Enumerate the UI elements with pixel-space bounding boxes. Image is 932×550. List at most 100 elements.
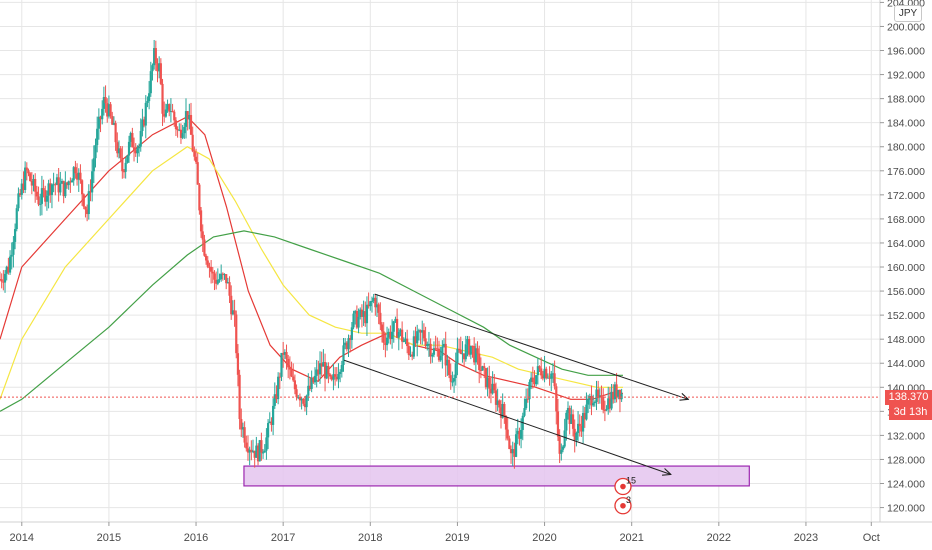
candle-body (347, 338, 350, 350)
candle-body (374, 297, 377, 308)
candle-body (94, 145, 97, 159)
candle-body (5, 266, 8, 274)
candle-body (380, 324, 384, 332)
candle-body (550, 373, 553, 379)
candle-body (203, 239, 206, 256)
candle-body (369, 301, 372, 307)
candle-body (568, 407, 571, 424)
candle-body (545, 368, 548, 378)
candle-body (194, 156, 198, 163)
candle-body (447, 359, 451, 376)
candle-body (501, 403, 504, 418)
candle-body (119, 148, 122, 158)
candle-body (416, 331, 419, 344)
candle-body (396, 318, 399, 338)
candle-body (459, 349, 462, 354)
candle-body (526, 398, 529, 400)
candle-body (421, 330, 424, 333)
candle-body (593, 401, 596, 404)
candle-body (24, 167, 27, 190)
price-axis-label: 180.000 (887, 142, 925, 154)
candle-body (260, 440, 263, 453)
candle-body (506, 429, 509, 439)
candle-body (199, 210, 203, 232)
price-axis-label: 168.000 (887, 214, 925, 226)
candle-body (258, 440, 261, 462)
candle-body (96, 128, 99, 146)
price-axis-label: 204.000 (887, 0, 925, 9)
candle-body (389, 331, 392, 340)
current-price-badge: 138.370 (885, 390, 932, 405)
candle-body (464, 344, 467, 360)
candle-body (136, 148, 139, 154)
candle-body (189, 115, 193, 135)
candle-body (44, 190, 47, 202)
candle-body (570, 414, 573, 424)
price-axis-label: 196.000 (887, 46, 925, 58)
candle-body (158, 63, 161, 72)
candle-body (307, 385, 310, 396)
candle-body (354, 310, 357, 314)
bar-countdown-badge: 3d 13h (889, 405, 932, 420)
candle-body (600, 395, 603, 397)
candle-body (201, 231, 204, 240)
candle-body (60, 180, 64, 184)
candle-body (122, 171, 126, 173)
candle-body (452, 378, 456, 382)
candle-body (340, 364, 343, 372)
candle-body (37, 196, 40, 205)
candle-body (444, 343, 447, 366)
candle-body (317, 369, 320, 375)
candle-body (312, 377, 315, 383)
time-axis-label: 2023 (794, 532, 818, 544)
candle-body (484, 368, 488, 388)
candle-body (246, 448, 250, 453)
candle-body (49, 183, 52, 196)
candle-body (282, 352, 285, 355)
candle-body (479, 370, 482, 372)
candle-body (399, 329, 402, 333)
candle-body (12, 241, 15, 255)
price-axis-label: 184.000 (887, 118, 925, 130)
event-marker-count: 15 (626, 476, 636, 486)
candle-body (313, 375, 317, 383)
candle-body (148, 93, 151, 102)
candle-body (206, 260, 209, 267)
candle-body (335, 376, 338, 380)
candle-body (437, 348, 441, 361)
candle-body (603, 409, 606, 411)
candle-body (310, 377, 313, 389)
candle-body (67, 181, 70, 186)
trend-line-1 (374, 293, 689, 399)
candle-body (608, 398, 612, 409)
candle-body (8, 256, 12, 273)
event-marker-dot (620, 502, 626, 509)
candle-body (365, 304, 369, 324)
candle-body (47, 183, 50, 196)
candle-body (519, 429, 523, 439)
candle-body (610, 391, 613, 409)
candle-body (483, 366, 486, 369)
candle-body (29, 173, 32, 181)
candle-body (79, 172, 82, 181)
candle-body (613, 384, 617, 400)
candle-body (221, 273, 224, 275)
event-marker-count: 3 (626, 495, 631, 505)
candle-body (34, 178, 37, 192)
candle-body (104, 97, 107, 104)
candle-body (164, 109, 167, 117)
candle-body (22, 183, 25, 190)
candle-body (101, 108, 104, 120)
candle-body (595, 389, 598, 402)
price-axis-label: 132.000 (887, 430, 925, 442)
candle-body (580, 426, 583, 432)
candle-body (226, 282, 229, 284)
candle-body (121, 157, 124, 172)
time-axis-label: Oct (863, 532, 880, 544)
currency-button[interactable]: JPY (894, 5, 922, 22)
candle-body (583, 412, 586, 420)
candle-body (287, 358, 290, 368)
candle-body (7, 266, 10, 273)
candle-body (45, 195, 49, 202)
